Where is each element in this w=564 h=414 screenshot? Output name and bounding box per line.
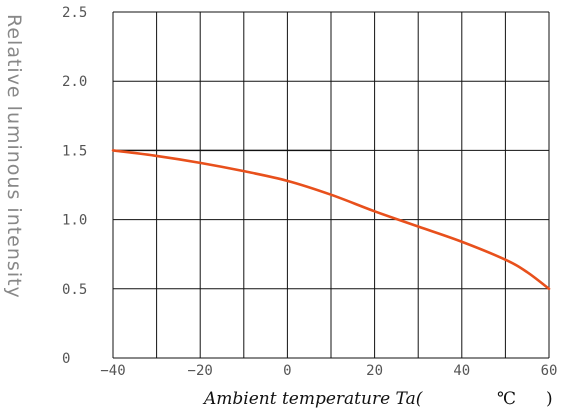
y-tick-label: 1.0: [62, 213, 87, 229]
series: [111, 149, 551, 291]
y-axis-label: Relative luminous intensity: [3, 14, 25, 299]
x-tick-label: −40: [100, 363, 125, 379]
y-tick-label: 0: [62, 351, 70, 367]
x-tick-label: 60: [541, 363, 558, 379]
y-tick-label: 2.0: [62, 74, 87, 90]
x-axis-label: Ambient temperature Ta(: [202, 389, 423, 409]
x-axis-unit-close: ): [546, 389, 553, 409]
y-tick-labels: 0 0.5 1.0 1.5 2.0 2.5: [62, 5, 87, 367]
y-tick-label: 1.5: [62, 143, 87, 159]
x-tick-label: 20: [366, 363, 383, 379]
grid: [112, 11, 550, 359]
x-axis-unit: ℃: [497, 389, 516, 409]
x-tick-labels: −40 −20 0 20 40 60: [100, 363, 557, 379]
x-tick-label: 0: [283, 363, 291, 379]
x-tick-label: 40: [453, 363, 470, 379]
series-line: [111, 149, 551, 291]
x-tick-label: −20: [188, 363, 213, 379]
y-tick-label: 2.5: [62, 5, 87, 21]
y-tick-label: 0.5: [62, 282, 87, 298]
